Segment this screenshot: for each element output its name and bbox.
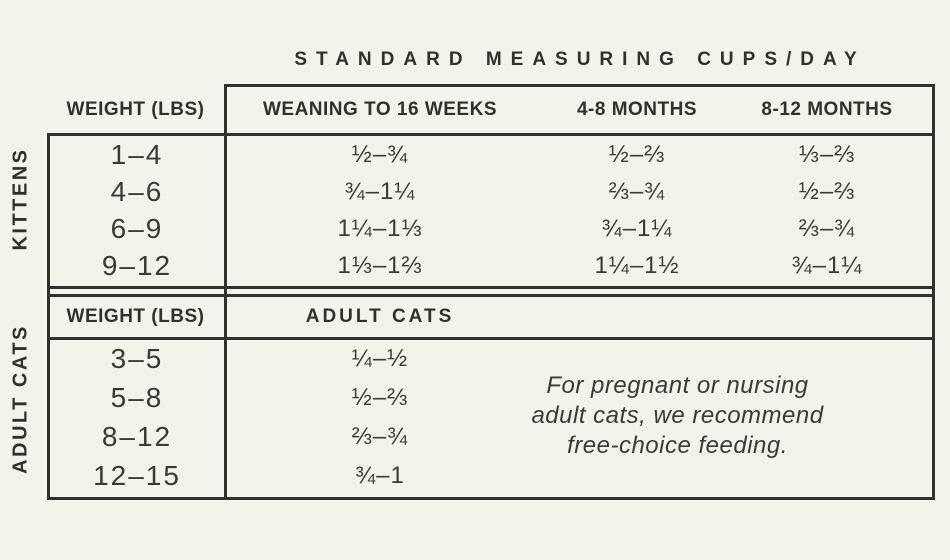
note-line: For pregnant or nursing (546, 372, 809, 399)
cups-value: ⅔–¾ (608, 177, 666, 205)
cups-value: ¾–1¼ (791, 251, 863, 279)
cups-value: ¾–1¼ (601, 214, 673, 242)
rule-bottom-of-table (47, 497, 935, 500)
adult-cats-column-header: ADULT CATS (305, 305, 455, 327)
rule-bottom-kittens-section (47, 286, 935, 289)
cups-value: ⅓–⅔ (798, 140, 856, 168)
column-header-weaning: WEANING TO 16 WEEKS (262, 98, 497, 120)
chart-title: STANDARD MEASURING CUPS/DAY (294, 49, 866, 70)
cups-value: 1⅓–1⅔ (337, 251, 423, 279)
cups-value: ½–¾ (351, 140, 409, 168)
cups-value: ⅔–¾ (798, 214, 856, 242)
adult-weight-range: 5–8 (110, 382, 164, 414)
kittens-weight-column: 1–4 4–6 6–9 9–12 (50, 136, 224, 284)
kitten-weight-range: 4–6 (110, 175, 164, 207)
adult-weight-range: 3–5 (110, 343, 164, 375)
rule-left-edge (47, 133, 50, 500)
rule-top-adult-header (47, 294, 935, 297)
kitten-weight-range: 6–9 (110, 212, 164, 244)
rule-under-adult-header (47, 337, 935, 340)
adults-weight-header: WEIGHT (LBS) (66, 305, 205, 327)
rule-weight-column-divider (224, 84, 227, 500)
cups-value: ¾–1¼ (344, 177, 416, 205)
adult-weight-range: 12–15 (93, 459, 181, 491)
cups-value: ¼–½ (351, 345, 409, 373)
cups-value: ¾–1 (355, 461, 405, 489)
kitten-weight-range: 1–4 (110, 138, 164, 170)
kittens-section-label: KITTENS (9, 147, 32, 251)
adult-cats-section-label: ADULT CATS (9, 324, 32, 474)
column-header-4-8-months: 4-8 MONTHS (576, 98, 698, 120)
cups-value: ½–⅔ (351, 384, 409, 412)
rule-right-edge (932, 84, 935, 500)
rule-under-header-row (47, 133, 935, 136)
cups-value: ½–⅔ (608, 140, 666, 168)
adult-weight-range: 8–12 (101, 420, 173, 452)
column-header-8-12-months: 8-12 MONTHS (761, 98, 893, 120)
cups-value: 1¼–1½ (594, 251, 680, 279)
kitten-weight-range: 9–12 (101, 249, 173, 281)
note-line: free-choice feeding. (567, 432, 788, 459)
note-line: adult cats, we recommend (531, 402, 824, 429)
cups-value: 1¼–1⅓ (337, 214, 423, 242)
pregnant-nursing-note: For pregnant or nursing adult cats, we r… (460, 371, 895, 461)
adults-cups-column: ¼–½ ½–⅔ ⅔–¾ ¾–1 (230, 340, 530, 495)
cups-value: ½–⅔ (798, 177, 856, 205)
kittens-weight-header: WEIGHT (LBS) (66, 98, 205, 120)
cups-value: ⅔–¾ (351, 422, 409, 450)
rule-top-of-cups-header (224, 84, 935, 87)
kittens-4-8-months-column: ½–⅔ ⅔–¾ ¾–1¼ 1¼–1½ (537, 136, 737, 284)
kittens-weaning-column: ½–¾ ¾–1¼ 1¼–1⅓ 1⅓–1⅔ (230, 136, 530, 284)
kittens-8-12-months-column: ⅓–⅔ ½–⅔ ⅔–¾ ¾–1¼ (727, 136, 927, 284)
adults-weight-column: 3–5 5–8 8–12 12–15 (50, 340, 224, 495)
